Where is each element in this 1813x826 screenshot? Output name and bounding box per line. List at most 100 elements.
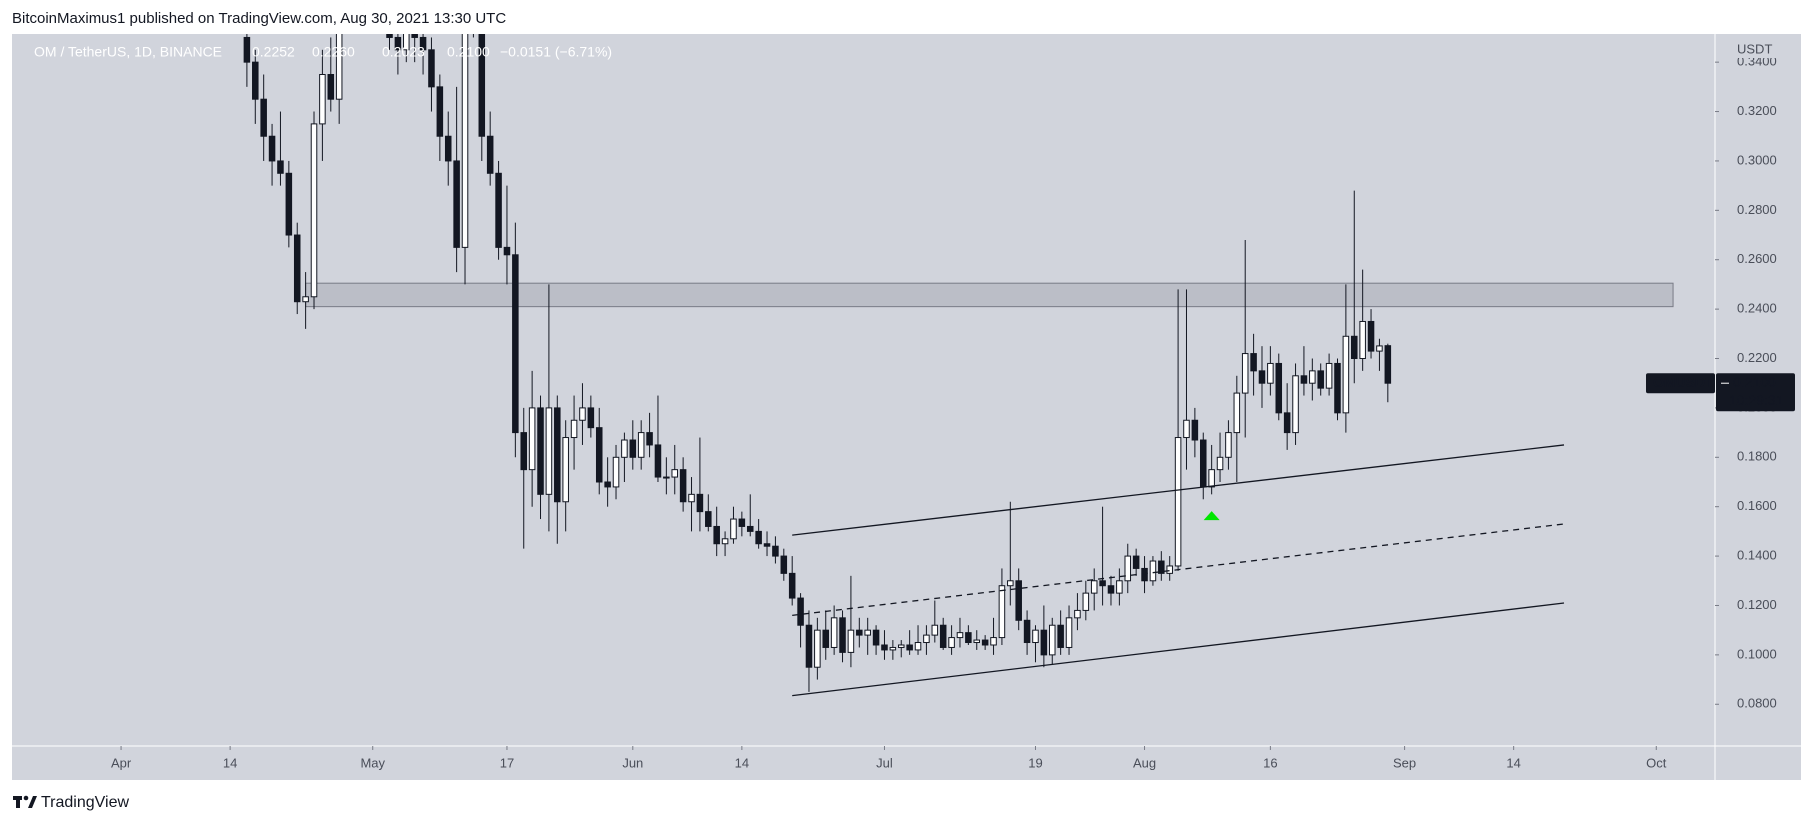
y-tick-label: 0.1800 [1737,449,1777,464]
candle-body [654,444,662,478]
candle-body [562,437,569,503]
candle-body [1199,439,1207,488]
candle-body [478,34,486,137]
candle-body [1325,362,1333,389]
candle-body [1124,555,1132,582]
candle-body [746,525,754,532]
candle-body [990,637,997,646]
candle-body [705,511,712,527]
y-tick-label: 0.1200 [1737,597,1777,612]
candle-body [428,49,435,88]
candle-body [1275,362,1283,414]
candle-body [1350,335,1358,360]
candle-body [1149,560,1157,582]
candle-body [1116,580,1123,594]
publish-info: BitcoinMaximus1 published on TradingView… [12,10,506,27]
candle-body [973,639,981,644]
candle-body [277,160,284,174]
legend-open: 0.2252 [252,44,295,60]
candle-body [889,646,897,651]
x-tick-label: 14 [735,755,749,770]
footer-brand: TradingView [41,794,129,811]
candle-body [1367,320,1375,352]
candle-body [1317,370,1324,389]
y-tick-label: 0.1000 [1737,646,1777,661]
candle-body [872,629,880,646]
price-tag-value: 0.2100 [1733,374,1776,390]
candle-body [260,98,267,137]
price-tag-bg [1716,373,1795,412]
candle-body [839,617,846,653]
candle-body [629,439,637,458]
candle-body [1283,412,1291,434]
candle-body [1032,629,1039,644]
candle-body [797,597,804,626]
candle-body [906,644,913,651]
candle-body [1174,437,1182,567]
candle-body [503,246,511,256]
candle-body [1292,375,1299,434]
legend-low: 0.2023 [382,44,425,60]
channel-line [792,602,1565,697]
candle-body [646,432,653,446]
candle-body [1376,345,1383,352]
candle-body [1166,565,1173,574]
candle-body [386,34,393,38]
candle-body [1040,629,1048,656]
candle-body [411,34,418,38]
candle-body [1158,560,1165,574]
y-tick-label: 0.2800 [1737,202,1777,217]
legend: OM / TetherUS, 1D, BINANCE 0.2252 0.2260 0.… [34,44,612,60]
legend-close: 0.2100 [447,44,490,60]
candle-body [604,481,611,488]
candle-body [621,439,628,458]
x-tick-label: Oct [1646,755,1667,770]
candle-body [1141,567,1148,582]
candle-body [856,629,863,636]
plot [243,34,1674,697]
x-tick-label: 17 [500,755,514,770]
candle-body [939,624,947,648]
candle-body [461,34,469,248]
footer-logo [13,795,37,808]
candle-body [713,525,720,545]
candle-body [780,555,788,574]
candle-body [738,518,746,527]
candle-body [948,637,955,648]
candle-body [1300,375,1308,384]
x-tick-label: 19 [1028,755,1042,770]
candle-body [1233,392,1241,434]
y-tick-label: 0.3000 [1737,152,1777,167]
candle-body [772,545,779,557]
candle-body [1250,353,1257,372]
candle-body [1048,624,1056,656]
candle-body [444,135,452,162]
candle-body [1015,580,1022,621]
x-tick-label: May [360,755,385,770]
candle-body [554,407,561,503]
candle-body [923,634,930,644]
candle-body [1384,345,1392,384]
candle-body [1216,456,1224,471]
candle-body [847,629,855,653]
axes: 0.0800 0.1000 0.1200 0.1400 0.1600 0.1800 0.20… [111,40,1795,770]
candle-body [1191,419,1199,441]
price-tag-countdown: 10:29:31 [1729,392,1784,408]
candle-body [637,432,645,458]
candle-body [252,61,259,100]
candle-body [1309,370,1316,384]
x-tick-label: Jun [622,755,643,770]
candle-body [587,407,595,429]
candle-body [1065,617,1073,648]
y-tick-label: 0.3200 [1737,103,1777,118]
candle-body [579,407,586,421]
unit-backdrop [1723,40,1783,58]
price-tag-symbol: OMUSDT [1653,374,1714,390]
candle-body [805,624,813,668]
candle-body [1007,580,1014,587]
x-tick-label: Jul [876,755,893,770]
candle-body [914,642,922,651]
candle-body [998,585,1006,639]
candle-body [965,632,972,644]
